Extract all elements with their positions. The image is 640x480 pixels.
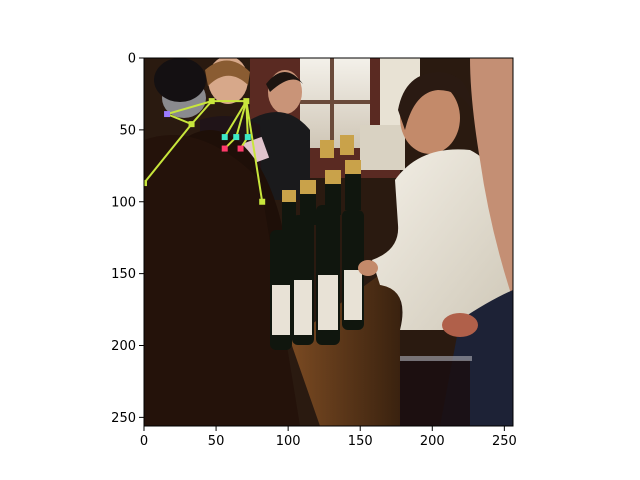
y-tick-label: 0 xyxy=(128,52,136,67)
pose-edge xyxy=(223,100,248,138)
pose-keypoint xyxy=(164,111,171,118)
pose-overlay xyxy=(144,98,266,205)
pose-edge xyxy=(166,100,213,116)
photo xyxy=(144,58,513,426)
x-axis: 0 50 100 150 200 250 xyxy=(140,426,517,449)
pose-edge xyxy=(190,100,213,125)
pose-keypoint xyxy=(244,134,251,141)
pose-keypoint xyxy=(221,145,228,152)
pose-keypoint xyxy=(221,134,228,141)
x-tick-label: 0 xyxy=(140,434,148,449)
pose-edge xyxy=(166,113,192,126)
pose-edge xyxy=(235,100,248,138)
x-tick-label: 50 xyxy=(208,434,225,449)
x-tick-label: 200 xyxy=(420,434,445,449)
pose-keypoint xyxy=(233,134,240,141)
x-tick-label: 150 xyxy=(348,434,373,449)
y-tick-label: 100 xyxy=(111,195,136,210)
x-tick-label: 100 xyxy=(276,434,301,449)
pose-keypoint xyxy=(259,198,266,205)
pose-keypoint xyxy=(208,98,215,105)
pose-keypoint xyxy=(243,98,250,105)
pose-keypoint xyxy=(237,145,244,152)
y-tick-label: 150 xyxy=(111,267,136,282)
pose-edge xyxy=(144,123,193,184)
y-tick-label: 50 xyxy=(119,123,136,138)
pose-keypoint xyxy=(188,121,195,128)
pose-edge xyxy=(245,100,264,202)
axes-frame xyxy=(143,57,514,427)
x-tick-label: 250 xyxy=(492,434,517,449)
y-tick-label: 250 xyxy=(111,411,136,426)
y-tick-label: 200 xyxy=(111,339,136,354)
pose-keypoint xyxy=(144,180,147,187)
y-axis: 0 50 100 150 200 250 xyxy=(111,52,144,426)
